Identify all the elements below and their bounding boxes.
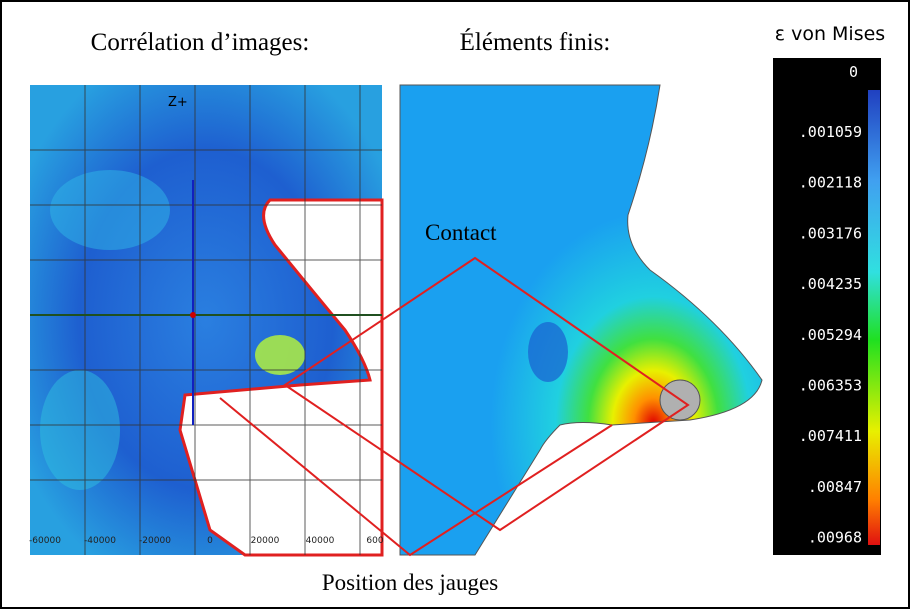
colorbar-label: .003176 — [799, 224, 862, 242]
dic-tick-label: 0 — [207, 536, 213, 546]
fe-mesh — [399, 84, 763, 556]
dic-hot-spot — [255, 335, 305, 375]
dic-tick-label: -60000 — [29, 536, 61, 546]
fe-low-zone — [528, 322, 568, 382]
dic-tick-label: 40000 — [306, 536, 335, 546]
colorbar-label: .007411 — [799, 427, 862, 445]
contact-label: Contact — [425, 220, 497, 245]
dic-blob — [40, 370, 120, 490]
colorbar — [868, 90, 880, 545]
colorbar-label: .00968 — [808, 529, 862, 547]
dic-panel — [30, 85, 384, 557]
dic-grid — [30, 85, 382, 555]
gauge-lines — [219, 256, 690, 557]
dic-tick-label: -40000 — [84, 536, 116, 546]
colorbar-label: 0 — [849, 63, 858, 81]
axis-marker: Z+ — [168, 95, 188, 110]
colorbar-label: .004235 — [799, 275, 862, 293]
dic-title: Corrélation d’images: — [91, 29, 310, 56]
colorbar-label: .005294 — [799, 326, 862, 344]
dic-tick-label: 20000 — [251, 536, 280, 546]
dic-tick-label: 600 — [366, 536, 383, 546]
colorbar-label: .001059 — [799, 123, 862, 141]
origin — [190, 312, 196, 318]
colorbar-bg — [773, 58, 881, 555]
fe-title: Éléments finis: — [460, 28, 611, 56]
labels: -60000 -40000 -20000 0 20000 40000 600 0 .001059… — [29, 63, 862, 547]
dic-tick-label: -20000 — [139, 536, 171, 546]
dic-blob — [50, 170, 170, 250]
colorbar-label: .002118 — [799, 174, 862, 192]
colorbar-label: .00847 — [808, 478, 862, 496]
scale-title: ε von Mises — [775, 23, 885, 45]
gauges-label: Position des jauges — [322, 570, 498, 595]
colorbar-label: .006353 — [799, 377, 862, 395]
